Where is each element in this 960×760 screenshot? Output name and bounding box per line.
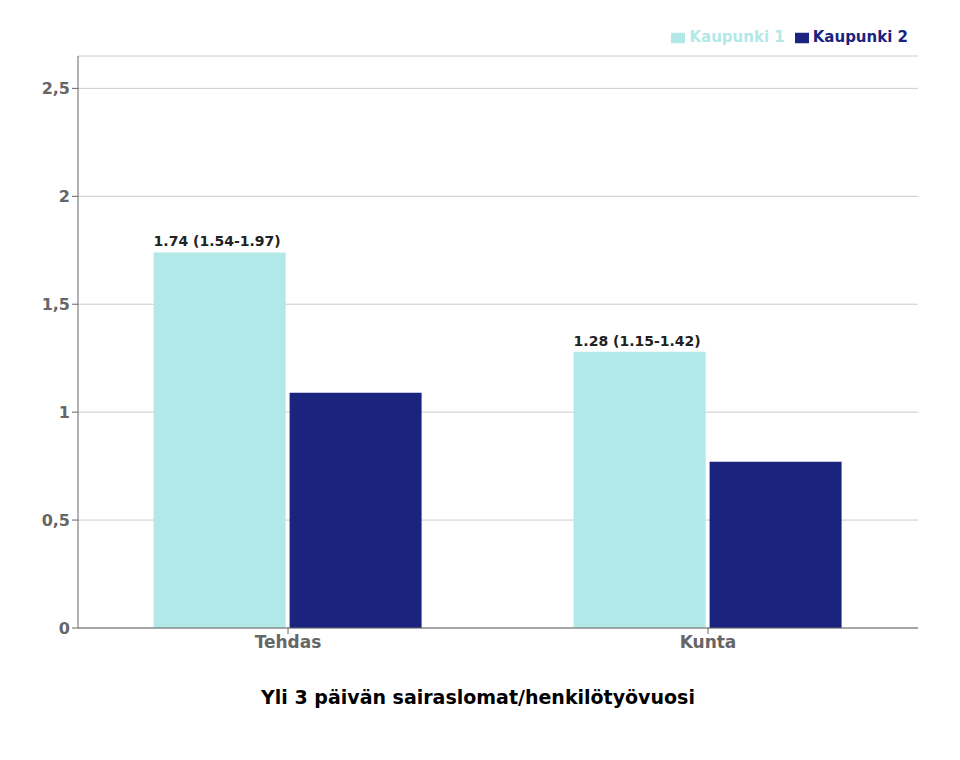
svg-text:1.74 (1.54-1.97): 1.74 (1.54-1.97) [154,233,281,249]
svg-text:Kunta: Kunta [680,632,737,652]
svg-text:1: 1 [59,403,70,422]
svg-text:1,5: 1,5 [42,295,70,314]
html-text:Kaupunki 2: Kaupunki 2 [812,28,908,46]
svg-text:2,5: 2,5 [42,79,70,98]
svg-text:1.28 (1.15-1.42): 1.28 (1.15-1.42) [574,333,701,349]
html-text:Kaupunki 1: Kaupunki 1 [689,28,785,46]
svg-text:2: 2 [59,187,70,206]
svg-text:Tehdas: Tehdas [255,632,322,652]
svg-text:0,5: 0,5 [42,511,70,530]
svg-text:0: 0 [59,619,70,638]
html-text:Yli 3 päivän sairaslomat/henki: Yli 3 päivän sairaslomat/henkilötyövuosi [261,686,695,708]
